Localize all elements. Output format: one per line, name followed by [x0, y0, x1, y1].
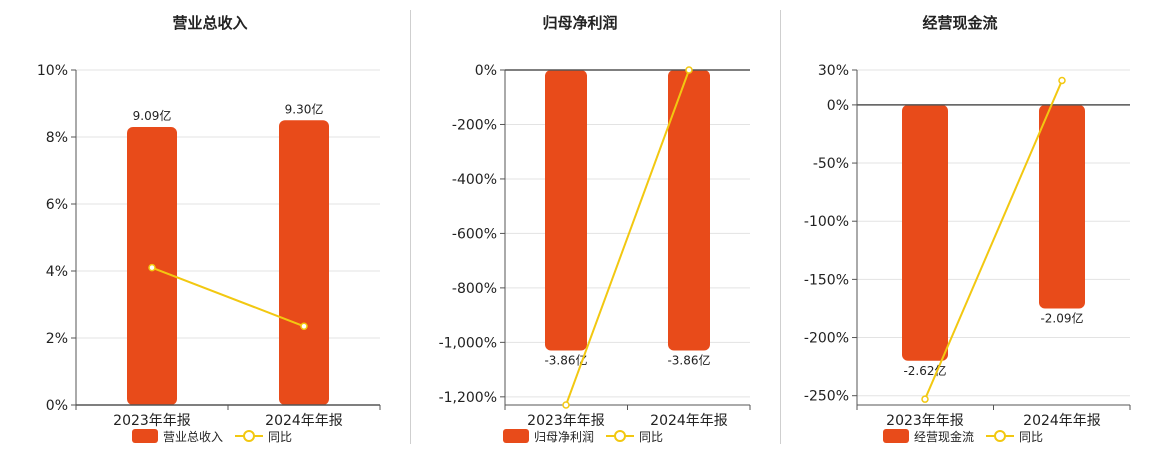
legend-label-line: 同比: [639, 430, 663, 444]
legend-label-bar: 归母净利润: [534, 430, 594, 444]
y-tick-label: -800%: [452, 281, 497, 297]
y-tick-label: 0%: [46, 398, 68, 414]
y-tick-label: 10%: [37, 63, 68, 79]
legend-label-bar: 经营现金流: [914, 429, 974, 444]
legend-swatch-bar: [883, 429, 909, 443]
bar-value-label: -2.09亿: [1040, 310, 1083, 325]
y-tick-label: -100%: [804, 214, 849, 230]
legend-label-bar: 营业总收入: [163, 430, 223, 444]
legend-swatch-bar: [132, 429, 158, 443]
bar-value-label: 9.30亿: [285, 101, 324, 116]
x-tick-label: 2024年年报: [265, 413, 343, 429]
x-tick-label: 2023年年报: [886, 413, 964, 429]
yoy-point: [921, 395, 929, 403]
legend-swatch-marker: [614, 430, 626, 442]
bar: [668, 70, 710, 351]
bar-value-label: 9.09亿: [133, 108, 172, 123]
y-tick-label: 30%: [818, 63, 849, 79]
x-tick-label: 2023年年报: [113, 413, 191, 429]
y-tick-label: -600%: [452, 226, 497, 242]
y-tick-label: -200%: [452, 117, 497, 133]
legend-swatch-marker: [243, 430, 255, 442]
y-tick-label: -50%: [813, 156, 849, 172]
y-tick-label: 0%: [475, 63, 497, 79]
chart-title: 归母净利润: [542, 14, 617, 32]
yoy-point: [1058, 76, 1066, 85]
y-tick-label: -250%: [804, 389, 849, 405]
y-tick-label: 8%: [46, 130, 68, 146]
panel-divider: [410, 10, 411, 444]
y-tick-label: 4%: [46, 264, 68, 280]
y-tick-label: -1,200%: [439, 390, 497, 406]
yoy-line: [565, 69, 690, 406]
bar: [902, 104, 948, 361]
legend-swatch-bar: [503, 429, 529, 443]
bar: [279, 120, 329, 405]
panel-divider: [780, 10, 781, 444]
legend-swatch-marker: [994, 430, 1006, 442]
bar: [1039, 104, 1085, 309]
x-tick-label: 2024年年报: [650, 413, 728, 429]
chart-title: 经营现金流: [922, 14, 997, 32]
y-tick-label: -200%: [804, 331, 849, 347]
legend-label-line: 同比: [1019, 430, 1043, 444]
y-tick-label: 6%: [46, 197, 68, 213]
y-tick-label: -400%: [452, 172, 497, 188]
yoy-point: [148, 263, 156, 272]
yoy-line: [151, 266, 305, 328]
yoy-point: [562, 401, 570, 409]
yoy-point: [685, 66, 693, 74]
x-tick-label: 2023年年报: [527, 413, 605, 429]
bar-value-label: -3.86亿: [544, 353, 587, 368]
y-tick-label: 0%: [827, 98, 849, 114]
bar: [545, 70, 587, 351]
x-tick-label: 2024年年报: [1023, 413, 1101, 429]
legend-label-line: 同比: [268, 430, 292, 444]
y-tick-label: -1,000%: [439, 335, 497, 351]
yoy-point: [300, 322, 308, 331]
chart-title: 营业总收入: [172, 14, 247, 32]
y-tick-label: 2%: [46, 331, 68, 347]
yoy-line: [924, 80, 1063, 400]
bar-value-label: -3.86亿: [667, 353, 710, 368]
y-tick-label: -150%: [804, 272, 849, 288]
